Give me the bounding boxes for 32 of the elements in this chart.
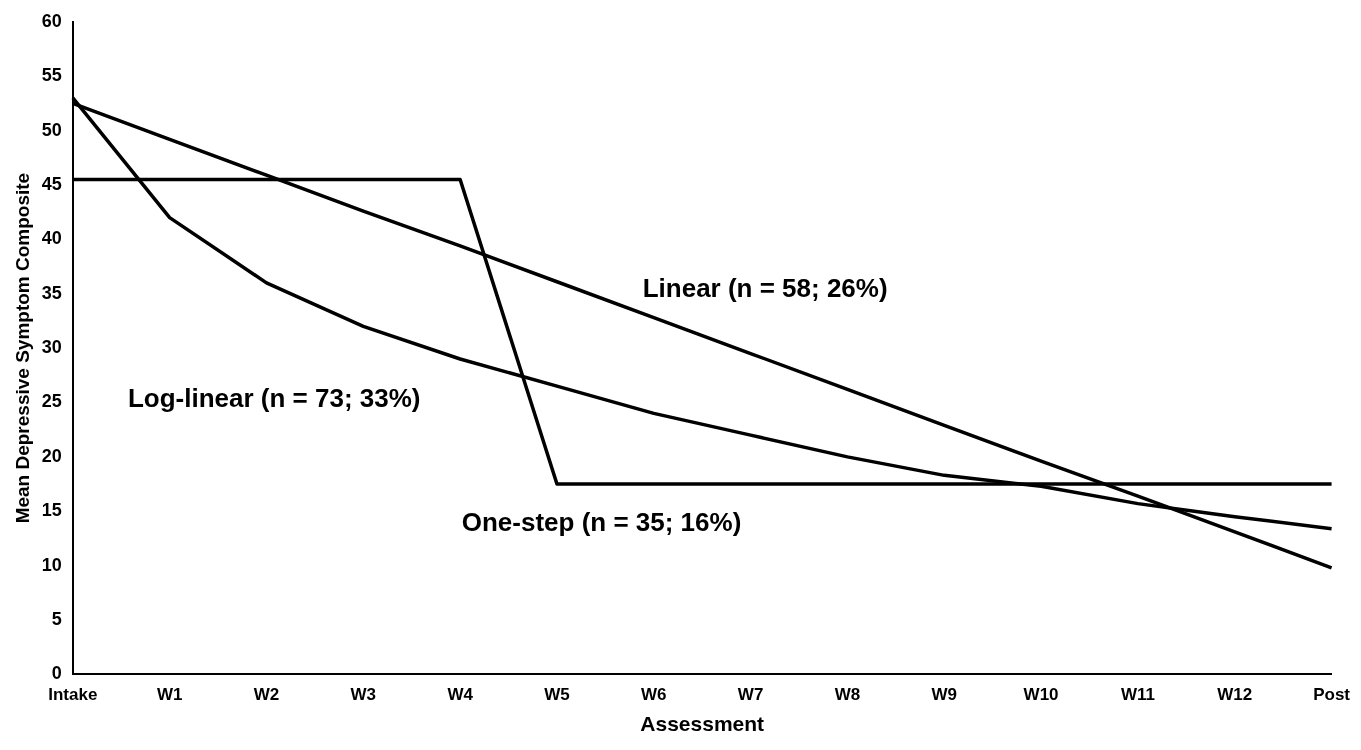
x-tick-label: W7 — [737, 685, 764, 705]
y-tick-label: 25 — [41, 391, 62, 412]
x-tick-label: W1 — [156, 685, 183, 705]
x-tick-label: W4 — [447, 685, 474, 705]
x-tick-label: W11 — [1120, 685, 1155, 705]
annotation: Linear (n = 58; 26%) — [642, 272, 888, 303]
y-tick-label: 0 — [51, 663, 62, 684]
x-tick-label: W12 — [1217, 685, 1253, 705]
x-tick-label: Post — [1313, 685, 1351, 705]
y-tick-label: 60 — [41, 10, 62, 31]
x-tick-label: W3 — [350, 685, 377, 705]
y-tick-label: 50 — [41, 119, 62, 140]
x-tick-label: W9 — [931, 685, 958, 705]
x-tick-label: W10 — [1023, 685, 1059, 705]
y-tick-label: 55 — [41, 65, 62, 86]
x-tick-label: W5 — [544, 685, 570, 705]
y-tick-label: 30 — [41, 337, 62, 358]
x-axis-title: Assessment — [640, 712, 765, 736]
x-tick-label: Intake — [48, 685, 98, 705]
y-tick-label: 5 — [51, 608, 62, 629]
y-tick-label: 45 — [41, 173, 62, 194]
x-tick-label: W8 — [834, 685, 861, 705]
x-tick-label: W6 — [641, 685, 667, 705]
y-tick-label: 40 — [41, 228, 62, 249]
annotation: Log-linear (n = 73; 33%) — [127, 383, 421, 414]
y-tick-label: 10 — [41, 554, 62, 575]
y-tick-label: 20 — [41, 445, 62, 466]
y-tick-label: 35 — [41, 282, 62, 303]
x-tick-label: W2 — [253, 685, 280, 705]
annotation: One-step (n = 35; 16%) — [461, 507, 742, 538]
y-axis-title: Mean Depressive Symptom Composite — [11, 172, 33, 524]
y-tick-label: 15 — [41, 500, 62, 521]
